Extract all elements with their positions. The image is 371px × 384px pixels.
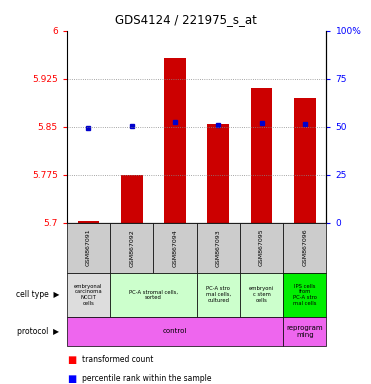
Bar [121,175,142,223]
Text: embryonal
carcinoma
NCCIT
cells: embryonal carcinoma NCCIT cells [74,283,103,306]
Text: PC-A stro
mal cells,
cultured: PC-A stro mal cells, cultured [206,286,231,303]
Bar [294,98,316,223]
Text: GSM867091: GSM867091 [86,229,91,266]
Bar [164,58,186,223]
Text: control: control [163,328,187,334]
Text: IPS cells
from
PC-A stro
mal cells: IPS cells from PC-A stro mal cells [293,283,317,306]
Bar [251,88,272,223]
Text: GSM867092: GSM867092 [129,229,134,266]
Text: reprogram
ming: reprogram ming [286,325,323,338]
Text: transformed count: transformed count [82,355,153,364]
Text: protocol  ▶: protocol ▶ [17,327,59,336]
Bar [207,124,229,223]
Bar [78,221,99,223]
Text: cell type  ▶: cell type ▶ [16,290,59,299]
Text: embryoni
c stem
cells: embryoni c stem cells [249,286,274,303]
Text: GSM867094: GSM867094 [173,229,177,266]
Text: GDS4124 / 221975_s_at: GDS4124 / 221975_s_at [115,13,256,26]
Text: GSM867093: GSM867093 [216,229,221,266]
Text: GSM867095: GSM867095 [259,229,264,266]
Text: PC-A stromal cells,
sorted: PC-A stromal cells, sorted [129,289,178,300]
Text: percentile rank within the sample: percentile rank within the sample [82,374,211,382]
Text: ■: ■ [67,374,76,384]
Text: GSM867096: GSM867096 [302,229,307,266]
Text: ■: ■ [67,355,76,365]
